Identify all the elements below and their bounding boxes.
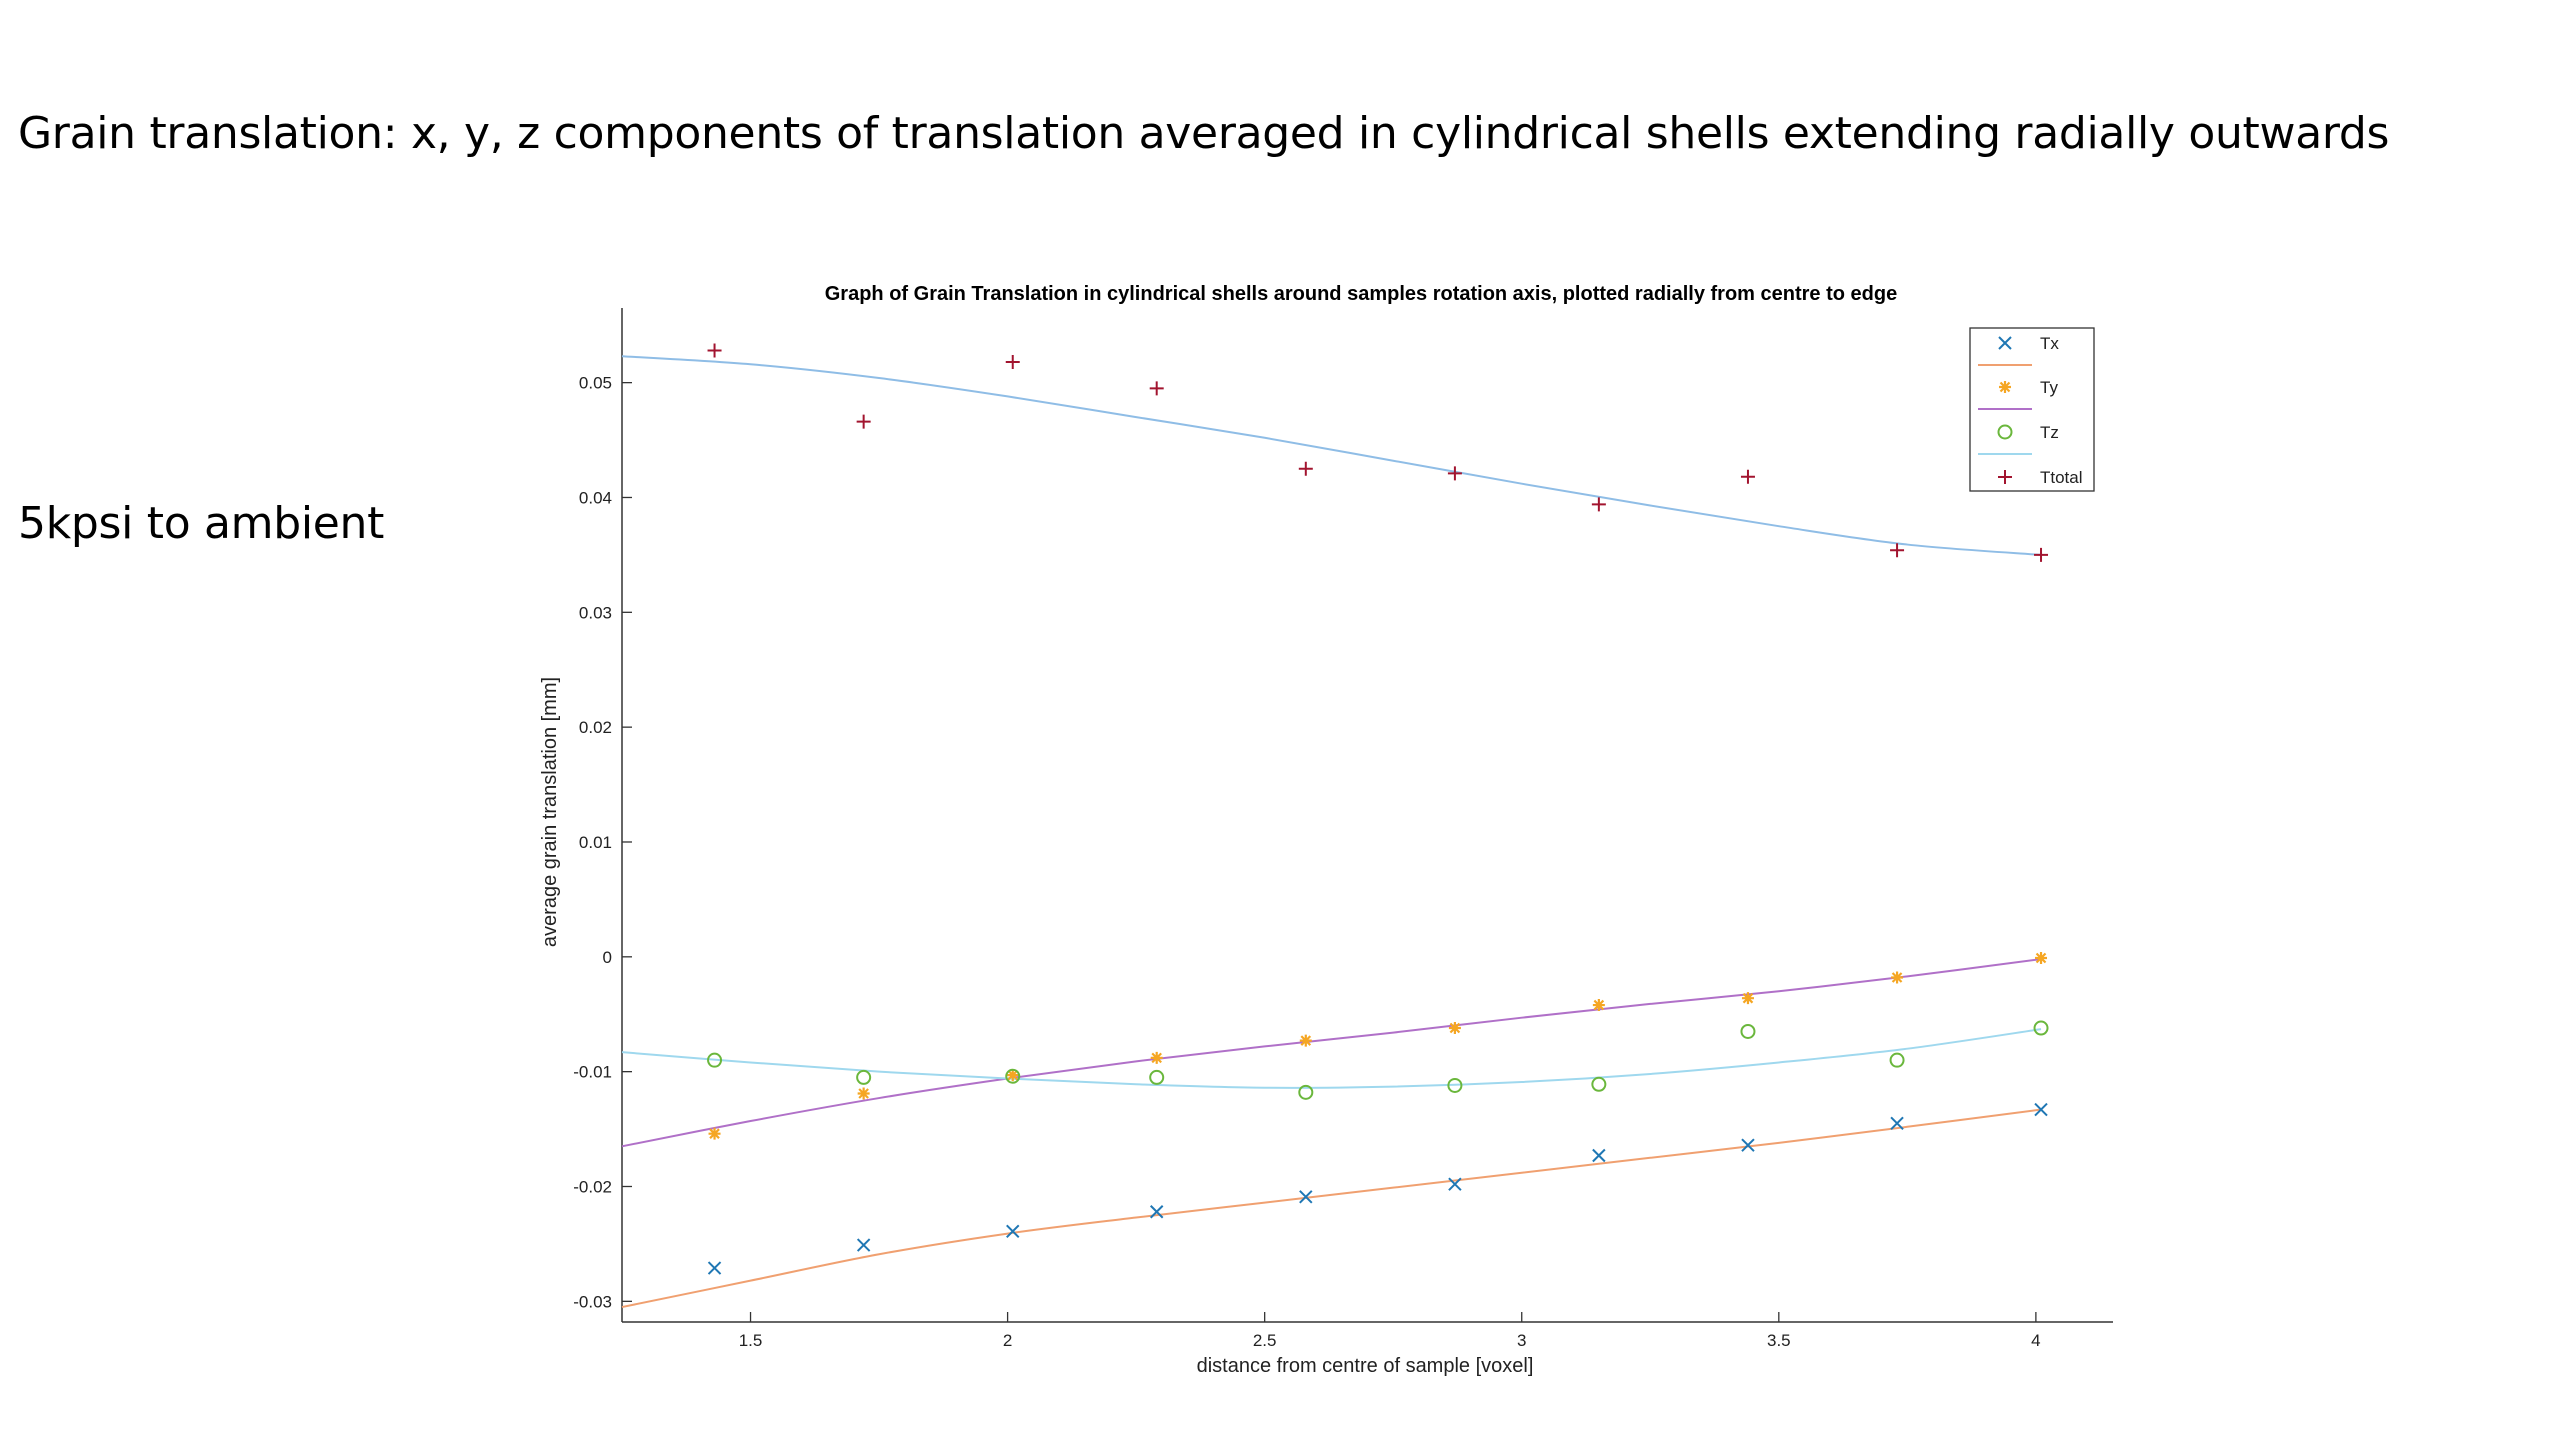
point-tx	[707, 1261, 722, 1275]
point-ty	[708, 1127, 721, 1140]
point-tz	[1447, 1077, 1463, 1093]
fit-line-fitty	[621, 958, 2042, 1148]
point-tx	[2034, 1102, 2048, 1117]
legend-marker	[1998, 470, 2012, 484]
x-tick-label: 2.5	[1253, 1331, 1277, 1350]
point-ttotal	[1890, 543, 1905, 558]
chart-title: Graph of Grain Translation in cylindrica…	[825, 283, 1897, 305]
y-tick-label: 0.01	[579, 833, 612, 852]
x-tick-label: 4	[2031, 1331, 2040, 1350]
point-tx	[1592, 1148, 1606, 1163]
point-tz	[1005, 1068, 1021, 1084]
fit-line-fittx	[621, 1108, 2042, 1309]
y-tick-label: 0.04	[579, 488, 612, 507]
point-ty	[1592, 999, 1605, 1012]
point-tx	[1149, 1205, 1164, 1219]
point-ttotal	[1005, 354, 1020, 369]
point-tx	[856, 1238, 871, 1252]
point-tz	[856, 1069, 872, 1085]
x-tick-label: 2	[1003, 1331, 1012, 1350]
point-ttotal	[1591, 497, 1606, 512]
point-tz	[1740, 1023, 1756, 1039]
y-tick-label: -0.02	[573, 1177, 612, 1196]
legend-label: Tx	[2040, 334, 2059, 353]
point-ttotal	[2034, 547, 2049, 562]
axes: 1.5 2 2.5 3 3.5 4 -0.03 -0.02 -0.01 0 0.01 0.02 0.03…	[573, 308, 2113, 1350]
point-tx	[1741, 1138, 1755, 1152]
point-ttotal	[707, 343, 722, 358]
x-tick-label: 3	[1517, 1331, 1526, 1350]
point-ttotal	[856, 414, 871, 429]
point-tz	[2033, 1020, 2049, 1036]
point-ttotal	[1740, 469, 1755, 484]
point-ttotal	[1447, 466, 1462, 481]
point-ty	[1150, 1051, 1163, 1064]
slide-title: Grain translation: x, y, z components of…	[18, 108, 2390, 159]
slide-subtitle: 5kpsi to ambient	[18, 498, 385, 549]
x-axis-label: distance from centre of sample [voxel]	[1197, 1355, 1534, 1377]
y-tick-label: -0.01	[573, 1063, 612, 1082]
point-tx	[1299, 1190, 1313, 1204]
point-tz	[1889, 1052, 1905, 1068]
point-tz	[1298, 1084, 1314, 1100]
point-tx	[1890, 1116, 1904, 1131]
point-tz	[707, 1052, 723, 1068]
fit-line-fitttotal	[621, 355, 2042, 556]
point-ttotal	[1149, 381, 1164, 396]
legend-marker	[1997, 424, 2013, 440]
fit-line-fittz	[621, 1028, 2042, 1089]
legend-marker	[1998, 336, 2012, 350]
y-tick-label: 0	[603, 948, 612, 967]
y-axis-label: average grain translation [mm]	[539, 677, 561, 947]
y-tick-label: 0.05	[579, 374, 612, 393]
fit-curves	[621, 355, 2042, 1309]
legend-marker	[1999, 381, 2011, 393]
data-points	[707, 343, 2049, 1275]
point-ty	[1006, 1069, 1019, 1082]
legend-label: Ttotal	[2040, 468, 2083, 487]
point-ty	[1448, 1022, 1461, 1035]
legend-label: Tz	[2040, 423, 2059, 442]
y-tick-label: 0.03	[579, 603, 612, 622]
y-tick-label: 0.02	[579, 718, 612, 737]
point-ty	[2035, 951, 2048, 964]
point-tz	[1591, 1076, 1607, 1092]
point-ty	[857, 1087, 870, 1100]
x-tick-label: 1.5	[739, 1331, 763, 1350]
x-tick-label: 3.5	[1767, 1331, 1791, 1350]
point-tz	[1149, 1069, 1165, 1085]
legend: Tx Ty Tz Ttotal	[1969, 327, 2095, 492]
point-ty	[1741, 992, 1754, 1005]
point-tx	[1448, 1177, 1462, 1191]
y-tick-label: -0.03	[573, 1292, 612, 1311]
point-ttotal	[1298, 461, 1313, 476]
point-ty	[1891, 971, 1904, 984]
legend-label: Ty	[2040, 378, 2058, 397]
point-ty	[1299, 1034, 1312, 1047]
point-tx	[1006, 1224, 1020, 1238]
